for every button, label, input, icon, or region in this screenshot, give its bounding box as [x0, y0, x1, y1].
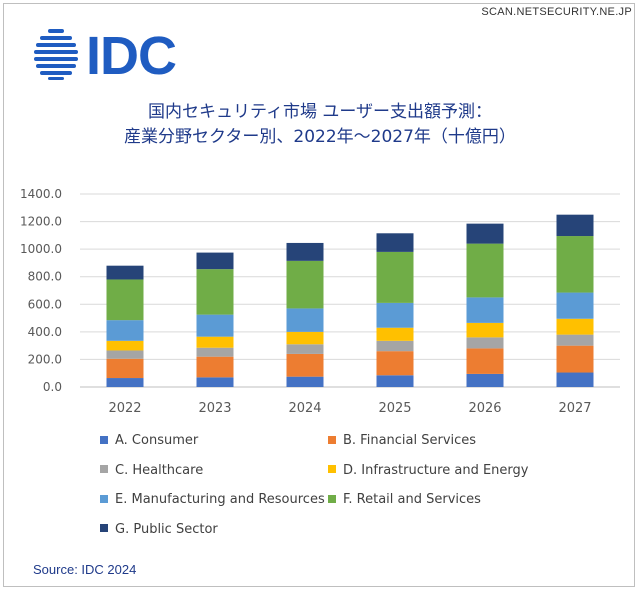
bar-segment-2023-6: [196, 269, 234, 315]
legend-swatch: [328, 435, 336, 444]
bar-segment-2027-2: [556, 345, 594, 373]
legend-swatch: [100, 524, 108, 532]
y-tick-label: 600.0: [28, 297, 62, 311]
bar-segment-2024-5: [286, 308, 324, 332]
bar-segment-2023-1: [196, 377, 234, 387]
legend-label: F. Retail and Services: [343, 492, 481, 507]
title-line-1: 国内セキュリティ市場 ユーザー支出額予測：: [147, 102, 493, 122]
bar-segment-2022-3: [106, 350, 144, 359]
bar-segment-2027-1: [556, 372, 594, 387]
legend-label: C. Healthcare: [115, 462, 204, 478]
y-tick-label: 400.0: [28, 325, 62, 339]
legend-item: B. Financial Services: [328, 433, 476, 448]
legend-item: G. Public Sector: [100, 522, 218, 537]
chart-title: 国内セキュリティ市場 ユーザー支出額予測： 産業分野セクター別、2022年～20…: [0, 100, 640, 150]
y-tick-label: 800.0: [28, 270, 62, 284]
bar-segment-2024-3: [286, 344, 324, 354]
bar-segment-2023-2: [196, 356, 234, 378]
bar-segment-2026-6: [466, 243, 504, 298]
bar-segment-2023-5: [196, 314, 234, 337]
bar-segment-2027-4: [556, 318, 594, 335]
bar-segment-2025-5: [376, 302, 414, 328]
legend-swatch: [100, 435, 108, 444]
title-line-2: 産業分野セクター別、2022年～2027年（十億円）: [124, 127, 516, 147]
chart-frame: [3, 3, 635, 587]
source-note: Source: IDC 2024: [33, 562, 137, 577]
legend-swatch: [328, 494, 336, 503]
legend-swatch: [100, 494, 108, 503]
bar-segment-2024-6: [286, 260, 324, 309]
y-tick-label: 1200.0: [20, 215, 62, 229]
bar-segment-2026-2: [466, 348, 504, 374]
bar-segment-2022-2: [106, 358, 144, 379]
y-tick-label: 0.0: [43, 380, 62, 394]
bar-segment-2026-7: [466, 223, 504, 244]
x-tick-label: 2023: [198, 401, 231, 416]
bar-segment-2026-4: [466, 322, 504, 338]
watermark: SCAN.NETSECURITY.NE.JP: [481, 6, 632, 18]
bar-segment-2027-7: [556, 214, 594, 237]
legend-label: E. Manufacturing and Resources: [115, 492, 325, 507]
legend-item: F. Retail and Services: [328, 492, 481, 507]
legend-label: B. Financial Services: [343, 433, 477, 448]
legend-label: D. Infrastructure and Energy: [343, 462, 529, 478]
bar-segment-2022-7: [106, 265, 144, 280]
x-tick-label: 2024: [288, 401, 321, 416]
bar-segment-2022-6: [106, 279, 144, 321]
bar-segment-2022-4: [106, 340, 144, 351]
bar-segment-2025-7: [376, 233, 414, 252]
bar-segment-2026-5: [466, 297, 504, 323]
bar-segment-2026-1: [466, 373, 504, 387]
y-tick-label: 200.0: [28, 352, 62, 366]
legend-item: D. Infrastructure and Energy: [328, 463, 528, 478]
bar-segment-2025-2: [376, 351, 414, 376]
bar-segment-2024-4: [286, 331, 324, 345]
bar-segment-2027-6: [556, 236, 594, 293]
x-tick-label: 2025: [378, 401, 411, 416]
legend-swatch: [100, 465, 108, 473]
legend-item: E. Manufacturing and Resources: [100, 492, 325, 507]
bar-segment-2027-3: [556, 334, 594, 346]
legend-swatch: [328, 465, 336, 473]
bar-segment-2023-4: [196, 336, 234, 348]
bar-segment-2024-2: [286, 353, 324, 377]
bar-segment-2024-1: [286, 376, 324, 387]
y-tick-label: 1000.0: [20, 242, 62, 256]
bar-segment-2023-3: [196, 347, 234, 357]
logo-text: IDC: [86, 28, 176, 80]
bar-segment-2023-7: [196, 252, 234, 270]
legend-item: A. Consumer: [100, 433, 198, 448]
bar-segment-2022-5: [106, 320, 144, 341]
bar-segment-2022-1: [106, 378, 144, 387]
x-tick-label: 2026: [468, 401, 501, 416]
y-tick-label: 1400.0: [20, 187, 62, 201]
bar-segment-2024-7: [286, 242, 324, 261]
bar-segment-2025-4: [376, 327, 414, 341]
bar-segment-2026-3: [466, 337, 504, 349]
stacked-bar-chart: 0.0 200.0 400.0 600.0 800.0 1000.0 1200.0 1400.…: [20, 187, 620, 416]
x-tick-label: 2027: [558, 401, 591, 416]
legend-item: C. Healthcare: [100, 463, 203, 478]
legend-label: A. Consumer: [115, 433, 199, 448]
bar-segment-2025-1: [376, 375, 414, 387]
legend-label: G. Public Sector: [115, 521, 218, 537]
bar-segment-2025-6: [376, 251, 414, 303]
bar-segment-2025-3: [376, 340, 414, 352]
idc-logo: IDC: [34, 28, 177, 80]
x-tick-label: 2022: [108, 401, 141, 416]
bar-segment-2027-5: [556, 292, 594, 319]
